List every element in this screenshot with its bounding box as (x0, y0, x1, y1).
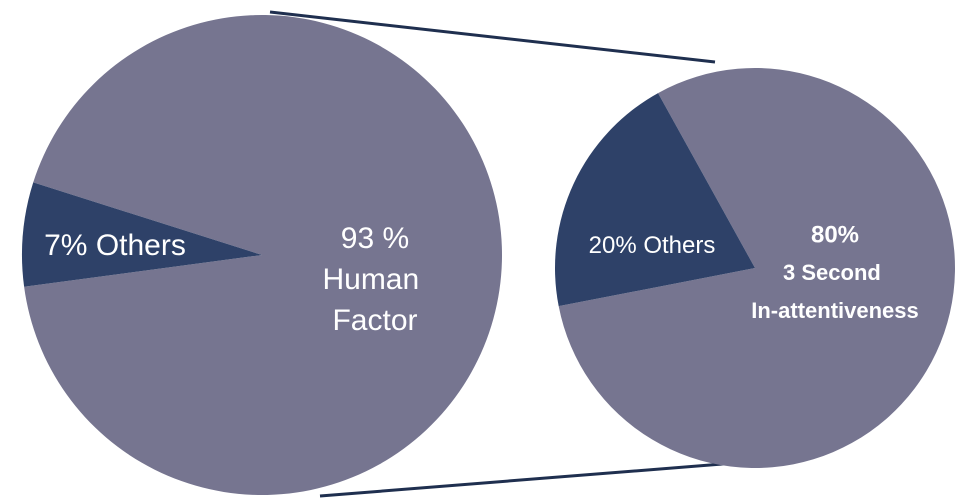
data-label: 93 % (341, 222, 409, 255)
pie-slice (24, 15, 503, 496)
pie-slice (558, 68, 955, 469)
value-label: 20% (589, 232, 637, 259)
connector-line (319, 461, 736, 498)
data-label: 20% Others (589, 232, 716, 259)
category-label: Others (96, 229, 186, 262)
pie-slice (22, 182, 263, 287)
category-label: Human Factor (322, 263, 427, 337)
pie-slice (555, 93, 755, 307)
connector-line (269, 10, 716, 64)
category-label: 3 Second In-attentiveness (751, 260, 919, 323)
data-label: 7% Others (44, 229, 186, 262)
category-label: Others (643, 232, 715, 259)
value-label: 7% (44, 229, 87, 262)
data-label: 80% (811, 221, 859, 248)
